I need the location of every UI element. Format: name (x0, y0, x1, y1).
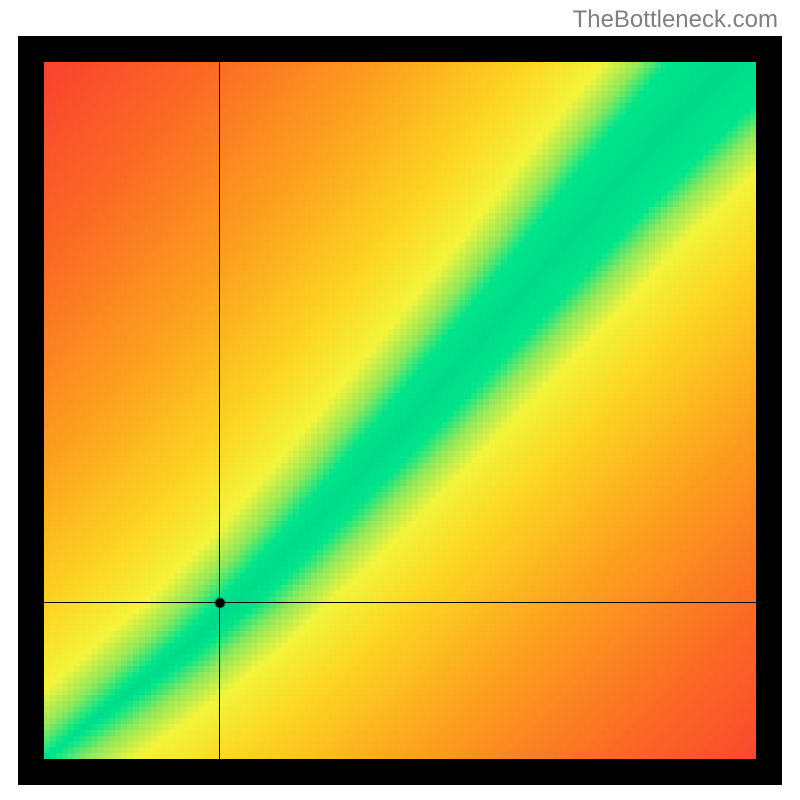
crosshair-horizontal (44, 602, 756, 603)
crosshair-dot (214, 597, 226, 609)
bottleneck-heatmap (44, 62, 756, 759)
watermark-text: TheBottleneck.com (573, 6, 778, 34)
crosshair-vertical (219, 62, 220, 759)
chart-container: TheBottleneck.com (0, 0, 800, 800)
